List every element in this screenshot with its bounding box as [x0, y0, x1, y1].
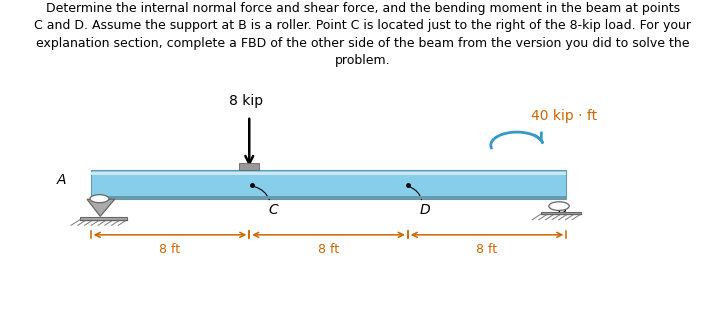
- Bar: [239, 163, 259, 170]
- Text: 8 ft: 8 ft: [476, 243, 497, 256]
- Text: D: D: [420, 203, 431, 217]
- Bar: [541, 212, 581, 214]
- Circle shape: [90, 195, 109, 203]
- Bar: [91, 172, 566, 175]
- Text: A: A: [57, 173, 67, 187]
- Text: 8 ft: 8 ft: [160, 243, 181, 256]
- Text: B: B: [558, 202, 567, 216]
- Bar: [91, 196, 566, 199]
- Circle shape: [549, 202, 569, 210]
- Polygon shape: [87, 199, 115, 216]
- Bar: [91, 170, 566, 199]
- Bar: [80, 217, 127, 220]
- Text: 8 kip: 8 kip: [229, 94, 263, 108]
- Text: 8 ft: 8 ft: [318, 243, 339, 256]
- Text: 40 kip · ft: 40 kip · ft: [531, 109, 597, 123]
- Text: C: C: [268, 203, 278, 217]
- Text: Determine the internal normal force and shear force, and the bending moment in t: Determine the internal normal force and …: [35, 2, 691, 67]
